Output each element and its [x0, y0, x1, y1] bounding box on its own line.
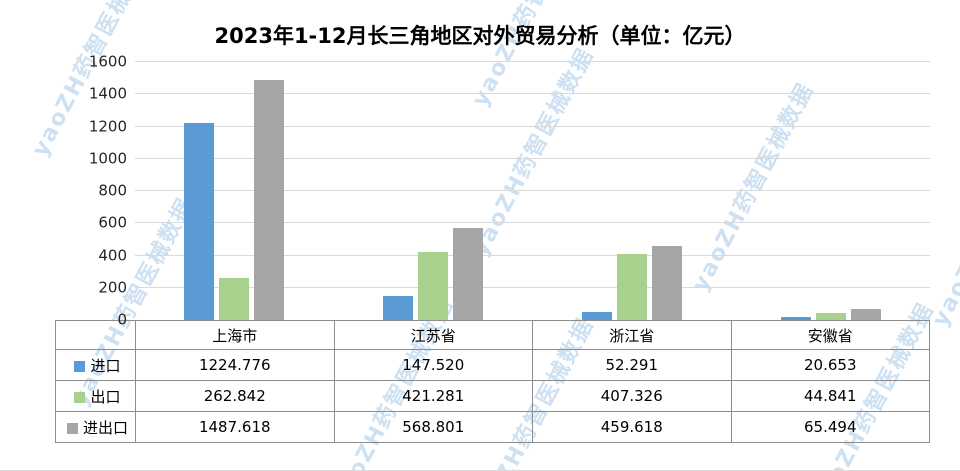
y-tick-label: 600 — [98, 213, 127, 232]
table-row: 进口 1224.776 147.520 52.291 20.653 — [55, 349, 930, 381]
value-cell: 65.494 — [730, 411, 930, 443]
grid-line — [135, 254, 930, 256]
chart-title: 2023年1-12月长三角地区对外贸易分析（单位：亿元） — [214, 24, 746, 48]
bar — [780, 316, 811, 320]
value-cell: 1224.776 — [135, 349, 335, 381]
data-table: 上海市 江苏省 浙江省 安徽省 进口 1224.776 147.520 52.291 20.6… — [55, 320, 930, 443]
legend-cell: 出口 — [55, 380, 136, 412]
bar — [418, 252, 449, 320]
y-tick-label: 400 — [98, 246, 127, 264]
table-row: 进出口 1487.618 568.801 459.618 65.494 — [55, 411, 930, 443]
chart-area: 0 200 400 600 800 1000 1200 1400 1600 上海市 江苏省 浙江省安… — [55, 54, 930, 443]
value-cell: 407.326 — [532, 380, 732, 412]
table-row: 出口 262.842 421.281 407.326 44.841 — [55, 380, 930, 412]
bar-group — [334, 62, 533, 320]
table-header-row: 上海市 江苏省 浙江省 安徽省 — [55, 320, 930, 350]
category-header: 江苏省 — [333, 320, 533, 350]
legend-swatch — [74, 360, 86, 372]
legend-cell: 进口 — [55, 349, 136, 381]
table-corner-cell — [55, 320, 136, 350]
bar — [219, 277, 250, 320]
y-tick-label: 1400 — [88, 84, 127, 103]
bar-groups — [135, 62, 930, 320]
value-cell: 52.291 — [532, 349, 732, 381]
value-cell: 44.841 — [730, 380, 930, 412]
grid-line — [135, 286, 930, 288]
bar — [815, 312, 846, 320]
bar — [581, 311, 612, 320]
bar — [850, 309, 881, 320]
value-cell: 459.618 — [532, 411, 732, 443]
y-axis: 0 200 400 600 800 1000 1200 1400 1600 — [55, 54, 135, 327]
category-header: 安徽省 — [730, 320, 930, 350]
bar-group — [135, 62, 334, 320]
grid-line — [135, 222, 930, 224]
y-tick-label: 0 — [117, 310, 127, 329]
category-header: 上海市 — [135, 320, 335, 350]
y-tick-label: 1200 — [88, 117, 127, 135]
grid-line — [135, 93, 930, 95]
grid-line — [135, 125, 930, 127]
value-cell: 568.801 — [333, 411, 533, 443]
bar — [651, 245, 682, 320]
plot-area — [135, 61, 930, 320]
category-header: 浙江省 — [532, 320, 732, 350]
bar — [616, 254, 647, 320]
legend-cell: 进出口 — [55, 411, 136, 443]
y-tick-label: 200 — [98, 278, 127, 297]
value-cell: 1487.618 — [135, 411, 335, 443]
value-cell: 262.842 — [135, 380, 335, 412]
grid-line — [135, 190, 930, 191]
bar-group — [731, 62, 930, 320]
legend-swatch — [74, 391, 86, 403]
grid-line — [135, 157, 930, 159]
value-cell: 147.520 — [333, 349, 533, 381]
bar — [453, 228, 484, 320]
y-tick-label: 1000 — [88, 149, 127, 168]
bar — [254, 80, 285, 320]
bar — [383, 296, 414, 320]
legend-swatch — [66, 422, 78, 434]
value-cell: 421.281 — [333, 380, 533, 412]
y-tick-label: 800 — [98, 181, 127, 200]
bar — [184, 122, 215, 320]
y-tick-label: 1600 — [88, 52, 127, 71]
bar-group — [533, 62, 732, 320]
plot-row: 0 200 400 600 800 1000 1200 1400 1600 — [55, 54, 930, 327]
grid-line — [135, 61, 930, 62]
series-label: 进口 — [90, 356, 121, 375]
series-label: 出口 — [90, 387, 121, 406]
series-label: 进出口 — [82, 418, 128, 437]
value-cell: 20.653 — [730, 349, 930, 381]
